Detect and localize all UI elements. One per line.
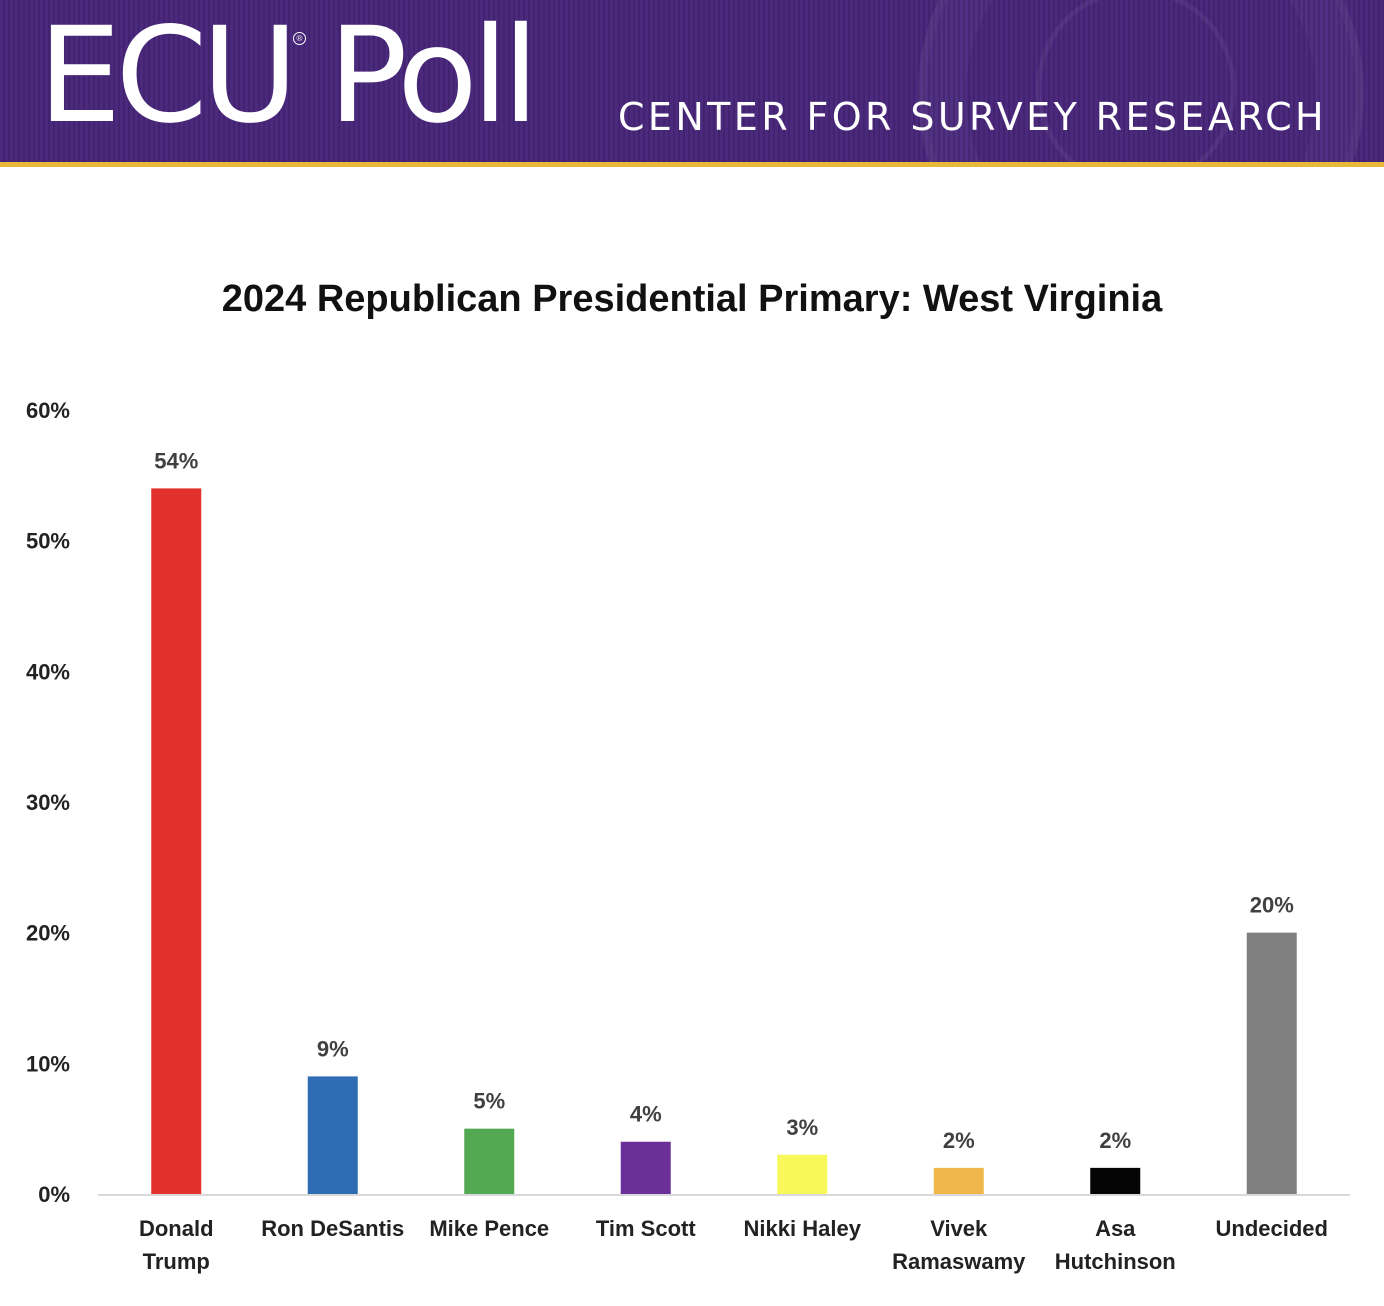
x-tick-label: Nikki Haley [744, 1216, 862, 1241]
data-label: 4% [630, 1102, 662, 1127]
y-tick-label: 20% [26, 921, 70, 946]
y-tick-label: 50% [26, 529, 70, 554]
y-tick-label: 30% [26, 790, 70, 815]
center-for-survey-research-label: CENTER FOR SURVEY RESEARCH [618, 95, 1328, 139]
data-label: 20% [1250, 893, 1294, 918]
data-label: 2% [1099, 1128, 1131, 1153]
x-tick-label: Tim Scott [596, 1216, 697, 1241]
data-label: 54% [154, 448, 198, 473]
bar [933, 1167, 984, 1194]
x-tick-label: Undecided [1216, 1216, 1328, 1241]
data-label: 2% [943, 1128, 975, 1153]
x-tick-label: Mike Pence [429, 1216, 549, 1241]
bar [777, 1154, 828, 1194]
bar [1090, 1167, 1141, 1194]
registered-mark: ® [293, 32, 306, 45]
ecu-poll-banner: ECU Poll ® CENTER FOR SURVEY RESEARCH [0, 0, 1384, 167]
bar [464, 1128, 515, 1194]
x-tick-label: Ron DeSantis [261, 1216, 404, 1241]
x-tick-label: Vivek [930, 1216, 988, 1241]
y-tick-label: 10% [26, 1051, 70, 1076]
data-label: 9% [317, 1036, 349, 1061]
x-tick-label: Hutchinson [1055, 1249, 1176, 1274]
bar [1246, 932, 1297, 1194]
x-tick-label: Donald [139, 1216, 214, 1241]
y-tick-label: 40% [26, 659, 70, 684]
y-tick-label: 60% [26, 398, 70, 423]
ecu-poll-logo: ECU Poll [38, 0, 539, 153]
x-tick-label: Trump [143, 1249, 210, 1274]
x-tick-label: Ramaswamy [892, 1249, 1026, 1274]
chart-title: 2024 Republican Presidential Primary: We… [221, 278, 1163, 320]
bar [307, 1076, 358, 1194]
bar [151, 488, 202, 1194]
university-seal-watermark [918, 0, 1364, 162]
y-tick-label: 0% [38, 1182, 70, 1207]
data-label: 3% [786, 1115, 818, 1140]
data-label: 5% [473, 1089, 505, 1114]
x-tick-label: Asa [1095, 1216, 1136, 1241]
bar [620, 1141, 671, 1194]
